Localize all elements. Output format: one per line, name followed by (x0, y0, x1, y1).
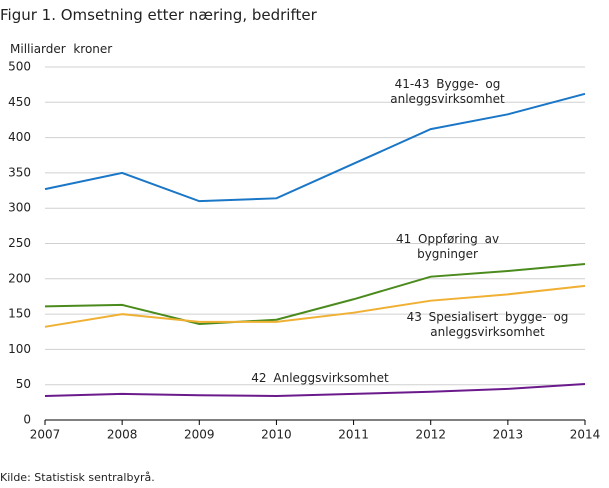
y-tick-label: 500 (8, 60, 31, 74)
y-tick-label: 200 (8, 271, 31, 285)
series-label: 42 Anleggsvirksomhet (251, 371, 389, 385)
y-tick-label: 400 (8, 130, 31, 144)
chart-title: Figur 1. Omsetning etter næring, bedrift… (0, 6, 317, 24)
y-tick-label: 450 (8, 95, 31, 109)
x-tick-label: 2008 (107, 428, 138, 442)
series-line (44, 382, 586, 397)
source: Kilde: Statistisk sentralbyrå. (0, 471, 155, 484)
y-tick-label: 50 (16, 377, 31, 391)
x-tick-label: 2009 (184, 428, 215, 442)
x-tick-label: 2014 (570, 428, 601, 442)
x-tick-label: 2012 (415, 428, 446, 442)
x-tick-label: 2013 (493, 428, 524, 442)
y-tick-label: 0 (23, 413, 31, 427)
y-tick-label: 100 (8, 342, 31, 356)
y-axis-label: Milliarder kroner (10, 42, 113, 56)
series-label: 41 Oppføring av bygninger (395, 232, 500, 261)
y-tick-label: 250 (8, 236, 31, 250)
series-label: 43 Spesialisert bygge- og anleggsvirksom… (406, 310, 569, 339)
x-tick-label: 2010 (261, 428, 292, 442)
series-line (44, 92, 586, 203)
y-tick-label: 350 (8, 165, 31, 179)
y-tick-label: 300 (8, 201, 31, 215)
x-tick-label: 2011 (338, 428, 369, 442)
series-label: 41-43 Bygge- og anleggsvirksomhet (390, 77, 505, 106)
series-line (44, 262, 586, 325)
x-tick-label: 2007 (30, 428, 61, 442)
y-tick-label: 150 (8, 307, 31, 321)
series-line (44, 284, 586, 328)
